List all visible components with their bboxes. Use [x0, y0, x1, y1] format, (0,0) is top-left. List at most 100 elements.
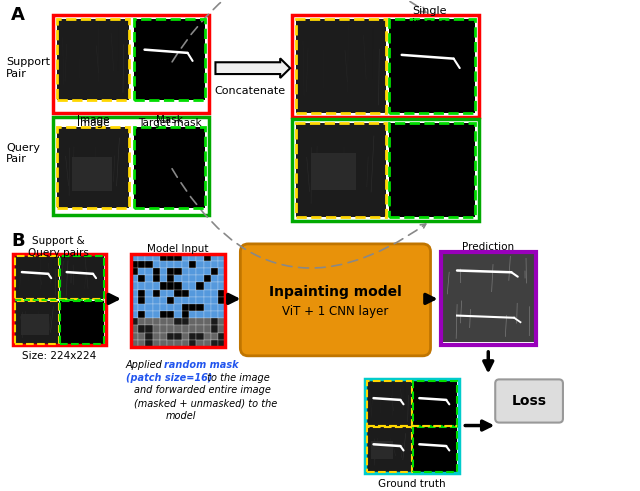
Text: to the image: to the image — [204, 373, 269, 382]
Bar — [211, 282, 218, 290]
Bar — [211, 326, 218, 332]
Bar — [167, 326, 175, 332]
Bar — [60, 256, 104, 299]
Bar — [189, 332, 196, 340]
Bar — [167, 297, 175, 304]
Bar — [138, 340, 145, 347]
Bar — [211, 275, 218, 282]
Bar — [204, 326, 211, 332]
Bar — [196, 297, 204, 304]
Bar — [160, 275, 167, 282]
Bar — [138, 268, 145, 275]
Bar — [211, 261, 218, 268]
Bar — [167, 268, 175, 275]
Bar — [218, 297, 225, 304]
FancyArrow shape — [216, 58, 290, 78]
Bar — [145, 290, 153, 297]
Bar — [160, 340, 167, 347]
Bar — [175, 268, 182, 275]
Bar — [153, 290, 160, 297]
Bar — [167, 304, 175, 311]
Bar — [196, 332, 204, 340]
Bar — [189, 275, 196, 282]
Bar — [131, 332, 138, 340]
Bar — [218, 304, 225, 311]
Bar — [138, 290, 145, 297]
Bar — [131, 254, 138, 261]
Text: Image: Image — [77, 118, 109, 128]
Bar — [218, 311, 225, 318]
Bar — [211, 254, 218, 261]
Bar — [175, 304, 182, 311]
Bar — [160, 297, 167, 304]
Bar — [196, 318, 204, 326]
Bar — [131, 268, 138, 275]
Bar — [189, 311, 196, 318]
Bar — [388, 123, 476, 218]
Bar — [21, 314, 49, 335]
Bar — [160, 332, 167, 340]
Bar — [196, 290, 204, 297]
Bar — [189, 326, 196, 332]
Bar — [160, 326, 167, 332]
Bar — [218, 275, 225, 282]
Bar — [182, 332, 189, 340]
Bar — [138, 304, 145, 311]
FancyArrowPatch shape — [172, 0, 426, 62]
Bar — [53, 15, 209, 113]
Bar — [153, 275, 160, 282]
Text: B: B — [12, 232, 25, 250]
Bar — [160, 304, 167, 311]
Bar — [388, 123, 476, 218]
Text: Inpainting model: Inpainting model — [269, 285, 401, 299]
Bar — [175, 261, 182, 268]
Bar — [175, 297, 182, 304]
Bar — [131, 254, 225, 347]
Bar — [134, 127, 205, 208]
Bar — [204, 282, 211, 290]
Bar — [211, 297, 218, 304]
Bar — [153, 311, 160, 318]
Bar — [365, 380, 460, 473]
Bar — [57, 127, 129, 208]
Bar — [388, 19, 476, 113]
Bar — [167, 318, 175, 326]
Bar — [57, 19, 129, 100]
Text: Mask: Mask — [156, 115, 183, 125]
Bar — [167, 261, 175, 268]
Bar — [204, 290, 211, 297]
Text: and forwarded entire image: and forwarded entire image — [134, 385, 271, 395]
Bar — [131, 318, 138, 326]
Bar — [153, 318, 160, 326]
Bar — [204, 254, 211, 261]
Bar — [145, 304, 153, 311]
Text: Model Input: Model Input — [147, 244, 209, 254]
Text: Loss: Loss — [511, 394, 547, 408]
Bar — [204, 340, 211, 347]
Bar — [138, 326, 145, 332]
Bar — [145, 268, 153, 275]
Bar — [145, 282, 153, 290]
Bar — [189, 304, 196, 311]
Bar — [160, 311, 167, 318]
Bar — [138, 297, 145, 304]
Bar — [182, 282, 189, 290]
Bar — [413, 428, 458, 472]
Bar — [311, 153, 356, 190]
Bar — [134, 19, 205, 100]
Bar — [218, 332, 225, 340]
Bar — [211, 332, 218, 340]
Bar — [189, 297, 196, 304]
Text: Concatenate: Concatenate — [215, 86, 286, 96]
Bar — [138, 261, 145, 268]
Bar — [160, 290, 167, 297]
Bar — [204, 318, 211, 326]
Bar — [131, 275, 138, 282]
Bar — [138, 254, 145, 261]
Text: (patch size=16): (patch size=16) — [126, 373, 212, 382]
Bar — [211, 318, 218, 326]
Bar — [371, 441, 393, 459]
Bar — [218, 340, 225, 347]
Bar — [153, 326, 160, 332]
Bar — [189, 340, 196, 347]
